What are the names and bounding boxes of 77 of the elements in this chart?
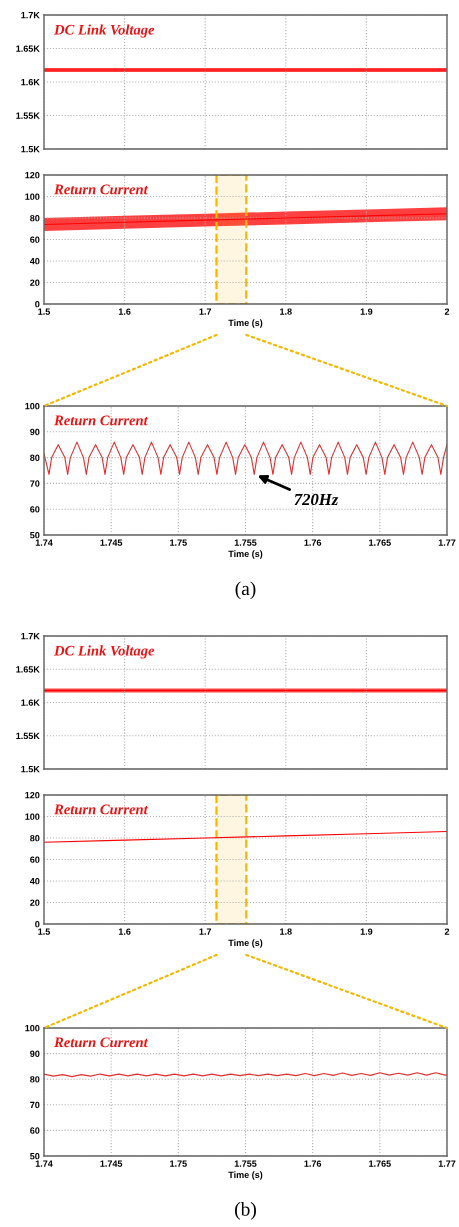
chart-title: Return Current [54,804,149,815]
x-tick-label: 1.8 [280,308,292,315]
x-tick-label: 1.77 [438,1160,456,1167]
y-tick-label: 100 [25,193,40,200]
x-tick-label: 1.745 [100,1160,123,1167]
y-tick-label: 90 [30,428,40,436]
y-tick-label: 100 [25,1024,40,1032]
y-tick-label: 80 [30,1076,40,1083]
x-axis-title: Time (s) [228,1171,263,1180]
y-tick-label: 20 [30,279,40,286]
x-tick-label: 1.7 [199,928,212,935]
x-tick-label: 1.76 [304,1160,322,1167]
y-tick-label: 60 [30,856,40,863]
y-tick-label: 90 [30,1050,40,1057]
x-tick-label: 1.8 [280,928,292,935]
y-tick-label: 1.6K [21,78,40,86]
y-tick-label: 1.7K [21,12,40,19]
line-series [44,441,447,475]
y-tick-label: 120 [25,171,40,179]
y-tick-label: 1.55K [16,112,40,119]
chart-title: Return Current [54,184,149,195]
y-tick-label: 60 [30,1127,40,1134]
line-series [44,830,447,843]
text: (b) [235,1202,256,1220]
y-tick-label: 70 [30,1101,40,1109]
y-tick-label: 0 [35,920,40,928]
y-tick-label: 120 [25,791,40,799]
y-tick-label: 50 [30,531,40,539]
x-tick-label: 1.755 [234,1160,257,1167]
x-tick-label: 1.77 [438,539,456,546]
y-tick-label: 1.7K [21,633,40,640]
x-tick-label: 1.745 [100,539,123,546]
y-tick-label: 70 [30,480,40,487]
y-tick-label: 40 [29,877,40,885]
y-tick-label: 80 [30,454,40,461]
y-tick-label: 20 [30,899,40,906]
y-tick-label: 60 [30,506,40,513]
y-tick-label: 100 [25,402,40,410]
y-tick-label: 1.65K [16,45,40,52]
y-tick-label: 40 [29,257,40,265]
chart-title: Return Current [54,415,149,426]
x-axis-title: Time (s) [228,550,263,559]
y-tick-label: 50 [30,1152,40,1160]
x-tick-label: 1.9 [360,308,373,315]
chart-title: Return Current [54,1037,149,1048]
x-axis-title: Time (s) [228,939,263,948]
y-tick-label: 1.65K [16,666,40,673]
y-tick-label: 80 [30,834,40,842]
x-tick-label: 1.765 [369,539,391,546]
x-tick-label: 1.75 [170,539,187,546]
x-tick-label: 1.6 [118,928,131,935]
text: DC Link Voltage [53,645,155,659]
y-tick-label: 1.5K [21,766,40,773]
y-tick-label: 1.5K [21,146,40,153]
x-tick-label: 1.755 [234,539,257,546]
x-tick-label: 1.6 [118,308,131,315]
y-tick-label: 80 [30,214,40,222]
text: DC Link Voltage [53,24,155,38]
x-tick-label: 1.7 [199,308,212,315]
y-tick-label: 60 [30,236,40,243]
x-axis-title: Time (s) [228,319,263,328]
annotation: 720Hz [294,493,339,506]
x-tick-label: 1.74 [35,1160,53,1167]
text: (a) [235,581,256,600]
x-tick-label: 1.76 [304,539,322,546]
y-tick-label: 0 [35,300,40,308]
x-tick-label: 2 [444,928,450,935]
x-tick-label: 1.765 [369,1160,391,1167]
y-tick-label: 1.55K [16,732,40,740]
x-tick-label: 1.5 [38,928,51,935]
y-tick-label: 1.6K [21,699,40,706]
x-tick-label: 1.74 [35,539,53,546]
x-tick-label: 1.9 [360,928,373,935]
x-tick-label: 1.5 [38,308,51,315]
x-tick-label: 2 [444,308,450,315]
y-tick-label: 100 [25,813,40,820]
x-tick-label: 1.75 [170,1160,187,1167]
